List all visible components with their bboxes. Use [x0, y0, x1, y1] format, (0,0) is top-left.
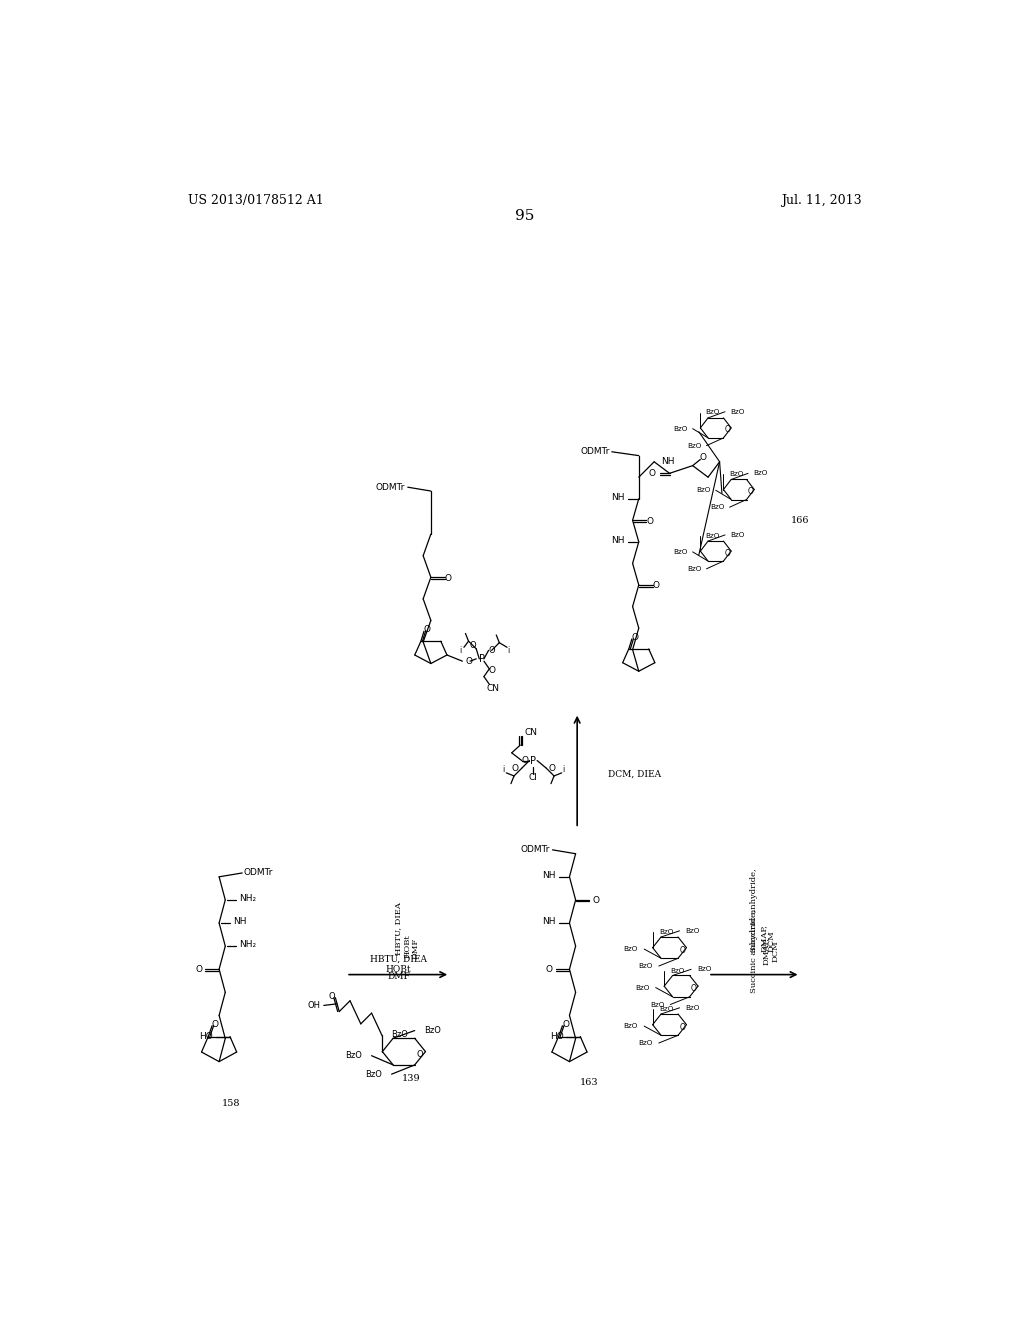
Text: DCM: DCM: [768, 929, 776, 952]
Text: BzO: BzO: [686, 928, 700, 933]
Text: O: O: [466, 656, 472, 665]
Text: i: i: [460, 645, 462, 655]
Text: O: O: [488, 665, 496, 675]
Text: O: O: [470, 642, 476, 651]
Text: O: O: [546, 965, 553, 974]
Text: HO: HO: [550, 1032, 563, 1041]
Text: HBTU, DIEA: HBTU, DIEA: [370, 954, 427, 964]
Text: O: O: [329, 991, 335, 1001]
Text: BzO: BzO: [650, 1002, 665, 1007]
Text: O: O: [417, 1049, 423, 1059]
Text: O: O: [691, 983, 696, 993]
Text: i: i: [503, 766, 505, 775]
Text: OH: OH: [308, 1001, 321, 1010]
Text: BzO: BzO: [635, 985, 649, 990]
Text: O: O: [724, 425, 730, 434]
Text: O: O: [562, 1020, 569, 1028]
Text: BzO: BzO: [697, 966, 712, 973]
Text: Cl: Cl: [528, 774, 538, 781]
Text: 158: 158: [221, 1100, 240, 1109]
Text: BzO: BzO: [638, 1040, 652, 1045]
Text: O: O: [521, 756, 528, 766]
Text: BzO: BzO: [687, 442, 701, 449]
Text: O: O: [212, 1020, 219, 1028]
Text: O: O: [648, 469, 655, 478]
Text: BzO: BzO: [424, 1026, 440, 1035]
Text: i: i: [508, 645, 510, 655]
Text: BzO: BzO: [754, 470, 768, 477]
Text: NH: NH: [662, 457, 675, 466]
Text: O: O: [652, 581, 659, 590]
Text: BzO: BzO: [710, 504, 724, 511]
Text: BzO: BzO: [730, 409, 744, 414]
Text: O: O: [646, 516, 653, 525]
Text: BzO: BzO: [706, 409, 720, 416]
Text: O: O: [549, 764, 556, 772]
Text: NH: NH: [611, 536, 625, 545]
Text: O: O: [488, 645, 495, 655]
Text: CN: CN: [486, 684, 500, 693]
Text: BzO: BzO: [658, 1006, 673, 1012]
Text: DCM: DCM: [772, 941, 780, 962]
Text: NH₂: NH₂: [240, 940, 256, 949]
Text: BzO: BzO: [730, 532, 744, 539]
Text: i: i: [562, 766, 564, 775]
Text: DMAP,: DMAP,: [762, 937, 770, 965]
Text: O: O: [679, 945, 685, 954]
Text: BzO: BzO: [706, 533, 720, 539]
Text: Succinic anhydride,: Succinic anhydride,: [751, 867, 758, 952]
Text: BzO: BzO: [345, 1051, 362, 1060]
Text: ODMTr: ODMTr: [581, 447, 609, 457]
Text: BzO: BzO: [673, 549, 687, 554]
Text: HO: HO: [200, 1032, 213, 1041]
Text: O: O: [424, 626, 430, 634]
Text: NH: NH: [542, 917, 556, 925]
Text: DMAP,: DMAP,: [760, 924, 768, 952]
Text: O: O: [724, 549, 730, 557]
Text: BzO: BzO: [673, 425, 687, 432]
Text: US 2013/0178512 A1: US 2013/0178512 A1: [188, 194, 324, 207]
Text: P: P: [479, 653, 485, 664]
Text: BzO: BzO: [729, 471, 743, 477]
Text: BzO: BzO: [391, 1030, 409, 1039]
Text: ODMTr: ODMTr: [244, 869, 273, 878]
Text: O: O: [748, 487, 754, 496]
Text: O: O: [196, 965, 202, 974]
Text: Succinic anhydride,: Succinic anhydride,: [751, 909, 758, 994]
Text: DMF: DMF: [387, 973, 410, 981]
Text: NH₂: NH₂: [240, 894, 256, 903]
Text: 95: 95: [515, 209, 535, 223]
Text: ODMTr: ODMTr: [376, 483, 404, 491]
Text: BzO: BzO: [638, 964, 652, 969]
Text: HBTU, DIEA: HBTU, DIEA: [394, 903, 402, 956]
Text: P: P: [530, 755, 537, 766]
Text: O: O: [444, 574, 452, 582]
Text: O: O: [512, 764, 518, 772]
Text: 166: 166: [792, 516, 810, 525]
Text: O: O: [632, 632, 638, 642]
Text: BzO: BzO: [624, 946, 638, 952]
Text: O: O: [593, 896, 600, 906]
Text: O: O: [679, 1023, 685, 1031]
Text: Jul. 11, 2013: Jul. 11, 2013: [781, 194, 862, 207]
Text: ODMTr: ODMTr: [520, 845, 550, 854]
Text: CN: CN: [524, 729, 538, 738]
Text: HOBt: HOBt: [386, 965, 412, 974]
Text: DCM, DIEA: DCM, DIEA: [608, 770, 662, 779]
Text: O: O: [700, 454, 707, 462]
Text: HOBt: HOBt: [403, 935, 412, 958]
Text: BzO: BzO: [624, 1023, 638, 1030]
Text: BzO: BzO: [658, 929, 673, 936]
Text: BzO: BzO: [366, 1069, 382, 1078]
Text: 139: 139: [402, 1074, 421, 1082]
Text: DMF: DMF: [412, 939, 420, 960]
Text: BzO: BzO: [686, 1005, 700, 1011]
Text: 163: 163: [580, 1078, 598, 1086]
Text: BzO: BzO: [696, 487, 711, 494]
Text: BzO: BzO: [671, 968, 685, 974]
Text: BzO: BzO: [687, 566, 701, 572]
Text: NH: NH: [542, 871, 556, 879]
Text: NH: NH: [611, 492, 625, 502]
Text: NH: NH: [233, 917, 247, 925]
